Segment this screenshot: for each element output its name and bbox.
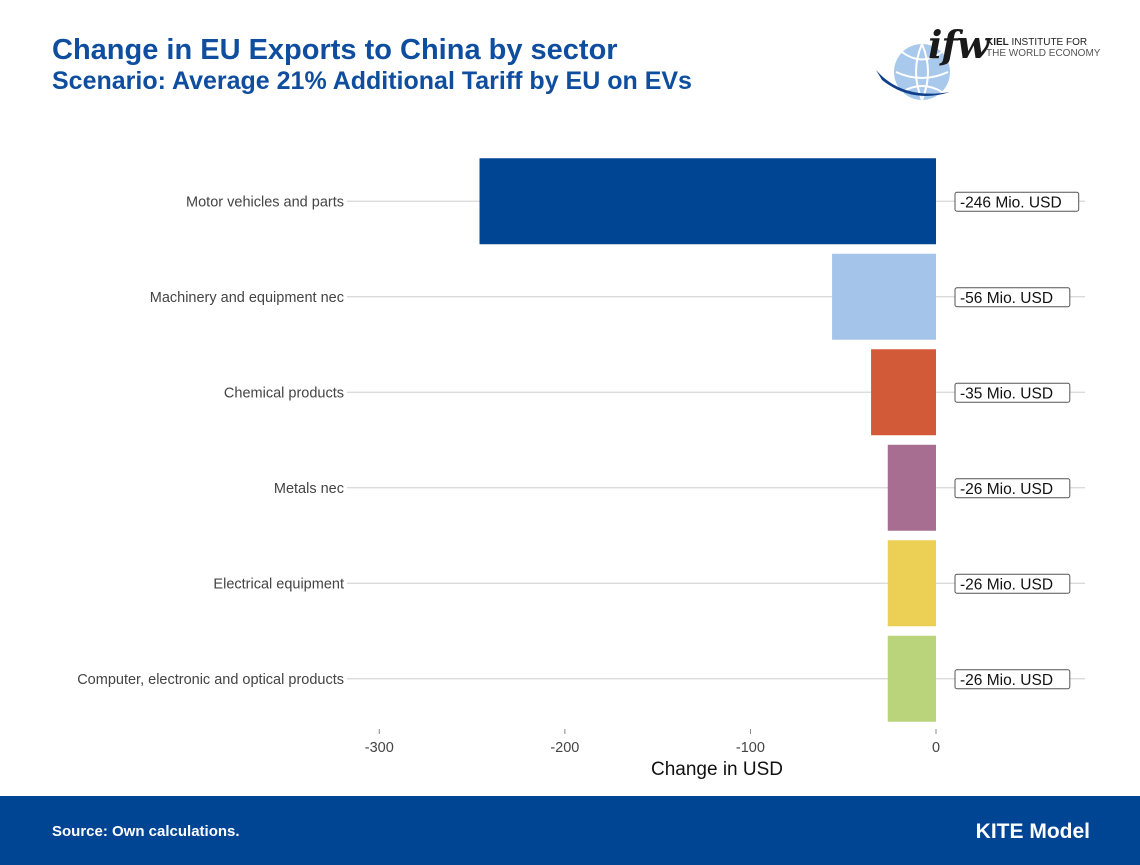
bar-chart: Motor vehicles and parts -246 Mio. USD Mac…: [77, 158, 1085, 780]
data-label-box: [954, 478, 1071, 499]
data-label-box: [954, 287, 1071, 308]
x-tick-label: -300: [365, 740, 394, 756]
chart-title: Change in EU Exports to China by sector: [52, 34, 618, 66]
logo-text-line2: THE WORLD ECONOMY: [986, 48, 1101, 59]
data-label-box: [954, 191, 1080, 212]
logo-institute: INSTITUTE FOR: [1008, 37, 1088, 48]
category-label: Electrical equipment: [213, 576, 344, 592]
data-label-box: [954, 382, 1071, 403]
logo-text-line1: KIEL INSTITUTE FOR: [986, 37, 1087, 48]
data-label: -26 Mio. USD: [960, 672, 1053, 689]
data-label: -35 Mio. USD: [960, 385, 1053, 402]
x-axis-title: Change in USD: [651, 759, 783, 780]
bar: [832, 253, 936, 340]
chart-subtitle: Scenario: Average 21% Additional Tariff …: [52, 67, 692, 95]
category-label: Motor vehicles and parts: [186, 194, 344, 210]
category-label: Machinery and equipment nec: [150, 290, 344, 306]
bar: [887, 444, 936, 531]
logo-kiel: KIEL: [986, 37, 1009, 48]
data-label: -246 Mio. USD: [960, 194, 1062, 211]
data-label: -56 Mio. USD: [960, 290, 1053, 307]
category-label: Metals nec: [274, 481, 344, 497]
x-tick-label: -100: [736, 740, 765, 756]
x-tick-label: -200: [550, 740, 579, 756]
bar: [479, 158, 936, 245]
data-label: -26 Mio. USD: [960, 576, 1053, 593]
x-tick-label: 0: [932, 740, 940, 756]
bar: [887, 540, 936, 627]
ifw-logo: ifw KIEL INSTITUTE FOR THE WORLD ECONOMY: [872, 22, 1102, 112]
category-label: Chemical products: [224, 385, 344, 401]
bar: [887, 635, 936, 722]
data-label: -26 Mio. USD: [960, 481, 1053, 498]
logo-wordmark: ifw: [928, 22, 989, 67]
category-label: Computer, electronic and optical product…: [77, 672, 344, 688]
footer-bar: Source: Own calculations. KITE Model: [0, 796, 1140, 865]
model-name: KITE Model: [975, 820, 1090, 843]
data-label-box: [954, 669, 1071, 690]
bar: [871, 349, 936, 436]
globe-icon: [876, 43, 950, 101]
data-label-box: [954, 573, 1071, 594]
source-note: Source: Own calculations.: [52, 823, 240, 840]
